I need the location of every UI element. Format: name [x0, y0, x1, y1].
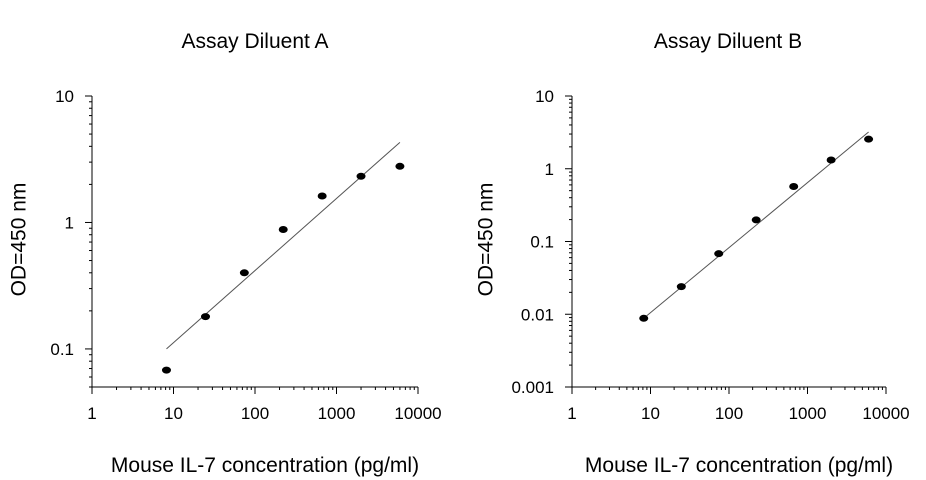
x-tick-label: 10 [641, 404, 660, 423]
x-tick-label: 100 [715, 404, 743, 423]
data-point [356, 172, 366, 180]
x-tick-label: 1 [87, 404, 96, 423]
chart-panel-assay-diluent-b: Assay Diluent B 1 10 100 1000 10000 0.001 0.01 0… [475, 30, 910, 477]
y-tick-label: 0.1 [530, 233, 554, 252]
data-point [317, 192, 327, 200]
data-point [278, 225, 288, 233]
data-point [751, 216, 761, 224]
y-tick-label: 10 [535, 87, 554, 106]
x-axis-title: Mouse IL-7 concentration (pg/ml) [585, 454, 893, 477]
data-point [201, 313, 211, 321]
y-tick-label: 0.001 [511, 378, 554, 397]
data-point [161, 366, 171, 374]
data-point [676, 283, 686, 291]
chart-title: Assay Diluent B [654, 30, 802, 53]
y-tick-label: 0.01 [521, 305, 554, 324]
data-point [714, 250, 724, 258]
x-tick-label: 1 [567, 404, 576, 423]
y-tick-label: 1 [545, 160, 554, 179]
data-point [395, 162, 405, 170]
data-point [826, 156, 836, 164]
x-tick-label: 1000 [318, 404, 356, 423]
x-tick-label: 10000 [394, 404, 441, 423]
data-point [639, 314, 649, 322]
y-tick-label: 0.1 [50, 340, 74, 359]
chart-panel-assay-diluent-a: Assay Diluent A 1 10 100 1000 10000 0.1 1 10 Mous… [8, 30, 442, 477]
data-point [239, 269, 249, 277]
data-point [864, 135, 874, 143]
y-tick-label: 1 [65, 213, 74, 232]
y-axis-title: OD=450 nm [8, 183, 31, 297]
x-tick-label: 10 [164, 404, 183, 423]
x-tick-label: 1000 [789, 404, 827, 423]
data-point [789, 183, 799, 191]
y-axis-title: OD=450 nm [475, 183, 498, 297]
x-tick-label: 100 [241, 404, 269, 423]
x-tick-label: 10000 [862, 404, 909, 423]
x-axis-title: Mouse IL-7 concentration (pg/ml) [111, 454, 419, 477]
y-tick-label: 10 [55, 87, 74, 106]
chart-title: Assay Diluent A [181, 30, 328, 53]
